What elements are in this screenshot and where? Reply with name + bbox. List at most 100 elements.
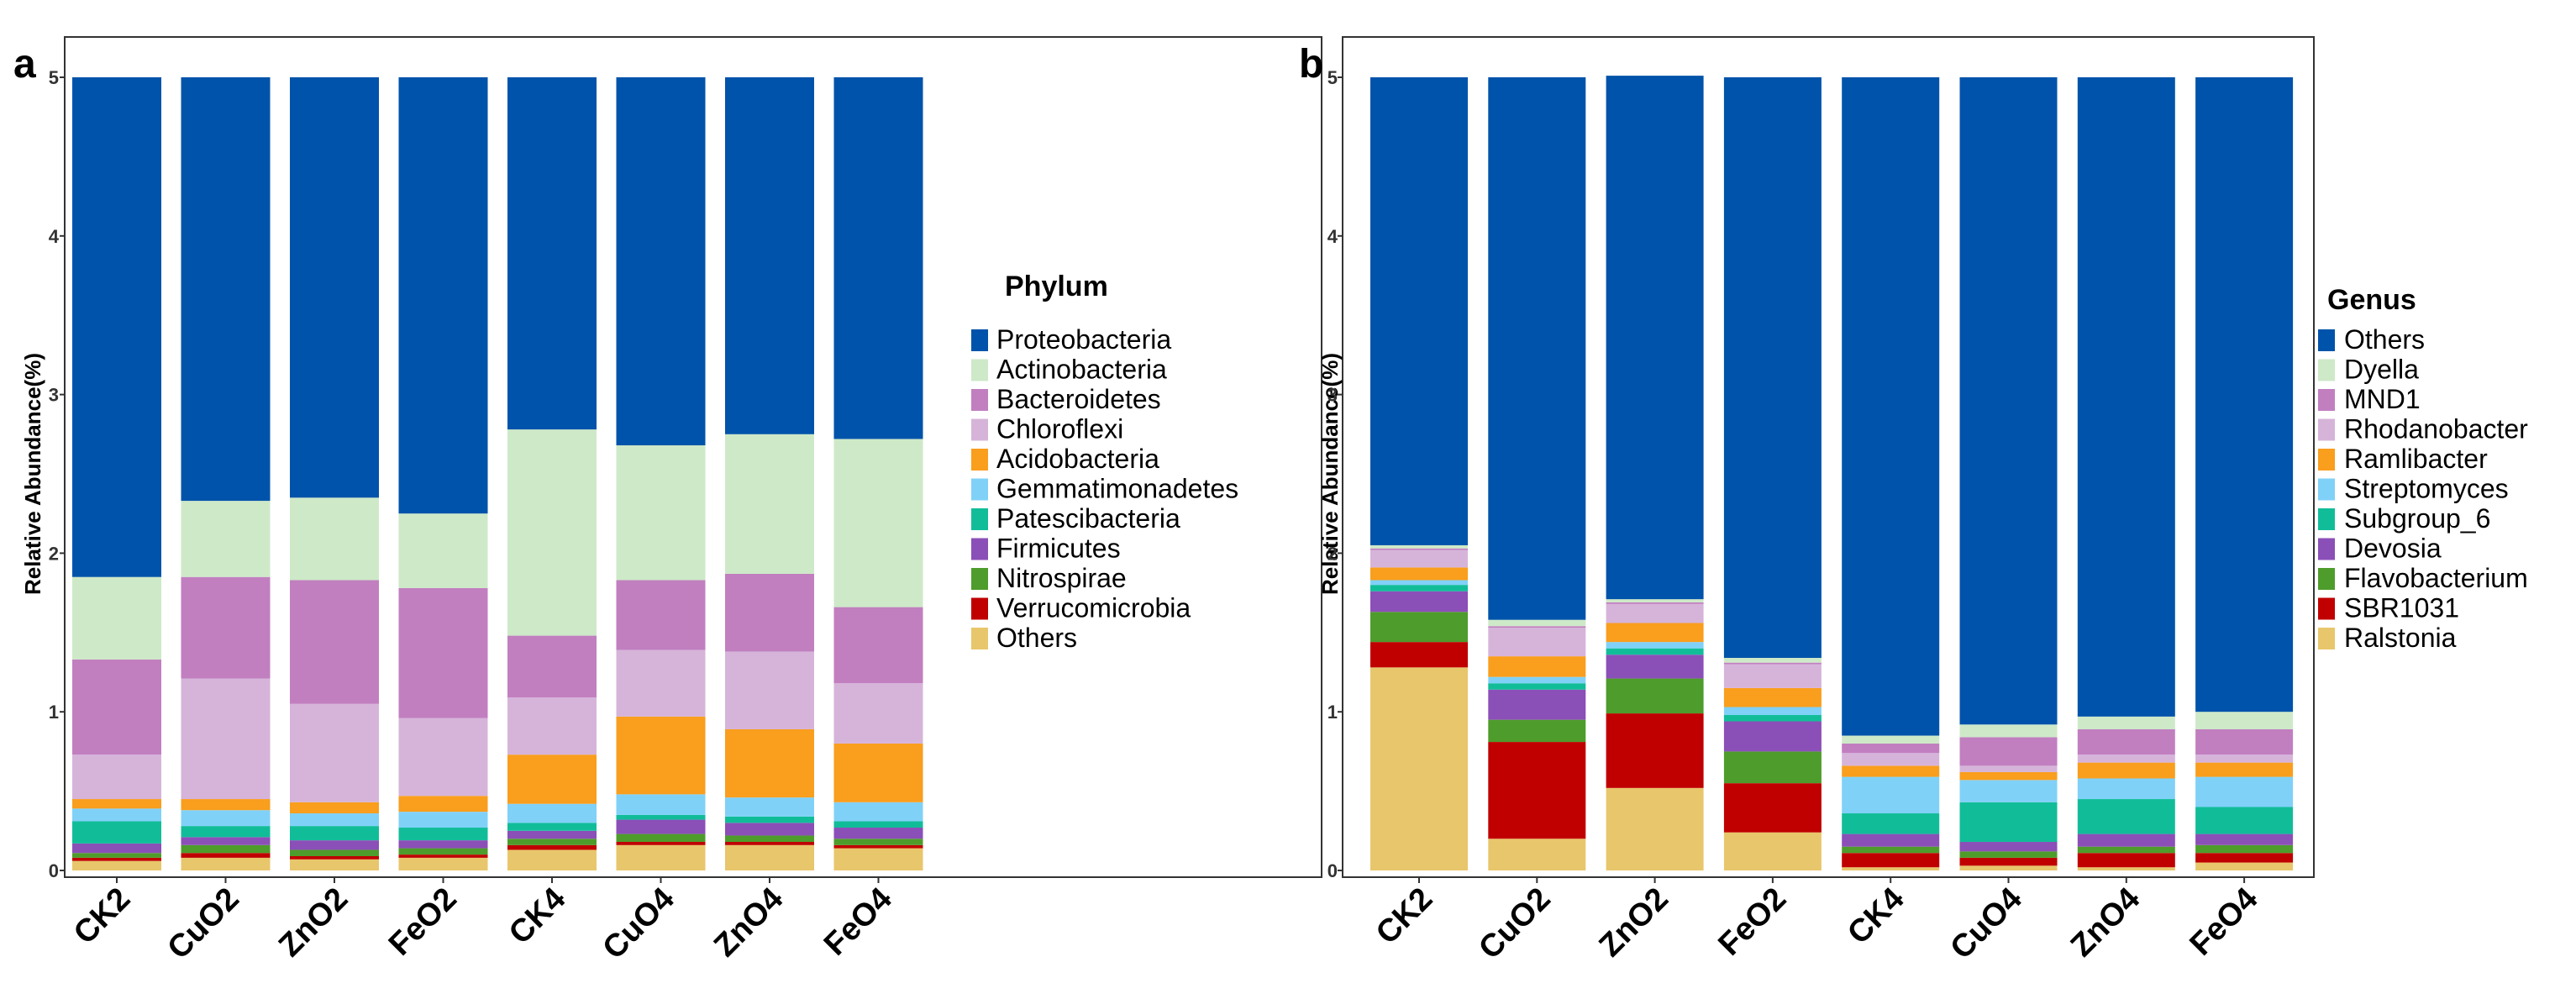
x-tick-label: CK2 <box>1369 881 1439 951</box>
legend-entry: Ramlibacter <box>2344 444 2488 474</box>
legend-entry: Nitrospirae <box>996 563 1127 593</box>
bar-segment-others <box>1842 77 1940 736</box>
bar-segment-subgroup-6 <box>1723 714 1822 722</box>
y-tick-label: 1 <box>1327 702 1338 723</box>
bar-segment-mnd1 <box>1370 548 1468 550</box>
bar-segment-verrucomicrobia <box>725 842 814 845</box>
bar-segment-ramlibacter <box>1842 765 1940 777</box>
bar-segment-patescibacteria <box>725 816 814 823</box>
y-tick-label: 4 <box>1327 226 1338 247</box>
bar-segment-subgroup-6 <box>1842 813 1940 834</box>
bar-segment-verrucomicrobia <box>398 854 488 858</box>
bar-segment-gemmatimonadetes <box>181 810 271 827</box>
bar-segment-rhodanobacter <box>1959 765 2058 772</box>
y-tick-label: 5 <box>49 67 59 88</box>
bar-segment-others <box>1370 77 1468 545</box>
bar-segment-actinobacteria <box>181 501 271 577</box>
bar-segment-streptomyces <box>1370 580 1468 586</box>
bar-segment-devosia <box>1842 833 1940 847</box>
legend-swatch <box>2318 568 2335 590</box>
bar-segment-nitrospirae <box>290 849 379 857</box>
legend-entry: MND1 <box>2344 384 2421 414</box>
bar-segment-bacteroidetes <box>725 573 814 652</box>
bar-segment-sbr1031 <box>1959 857 2058 866</box>
bar-segment-chloroflexi <box>290 703 379 802</box>
legend-entry: Ralstonia <box>2344 623 2457 653</box>
bar-segment-acidobacteria <box>833 743 923 802</box>
bar-segment-firmicutes <box>507 830 597 839</box>
bar-segment-actinobacteria <box>616 445 706 581</box>
bar-segment-verrucomicrobia <box>616 842 706 845</box>
panel-label: b <box>1299 42 1323 87</box>
bar-segment-acidobacteria <box>398 796 488 812</box>
bar-segment-mnd1 <box>1842 743 1940 754</box>
chart-panel-b: b Relative Abundance(%) 0 1 2 3 4 5 CK2 CuO2 ZnO2 F… <box>1299 36 2528 966</box>
bar-segment-dyella <box>2195 712 2294 729</box>
bar-segment-sbr1031 <box>1488 742 1586 839</box>
bar-segment-ramlibacter <box>1723 687 1822 707</box>
bar-segment-bacteroidetes <box>833 607 923 684</box>
bar-segment-bacteroidetes <box>181 576 271 679</box>
bar-segment-devosia <box>2195 833 2294 845</box>
bar-segment-ralstonia <box>1842 867 1940 870</box>
legend-swatch <box>971 628 988 649</box>
bar-segment-chloroflexi <box>833 683 923 744</box>
bar-segment-subgroup-6 <box>1488 683 1586 690</box>
bar-segment-dyella <box>1370 544 1468 549</box>
legend: Phylum ProteobacteriaActinobacteriaBacter… <box>971 271 1238 653</box>
bar-segment-ramlibacter <box>1606 623 1704 643</box>
bar-segment-ralstonia <box>2077 867 2175 870</box>
bar-segment-firmicutes <box>72 843 161 854</box>
bar-segment-proteobacteria <box>398 77 488 514</box>
legend-entry: Dyella <box>2344 355 2419 385</box>
legend-swatch <box>2318 538 2335 560</box>
bar-segment-proteobacteria <box>507 77 597 430</box>
bar-segment-firmicutes <box>725 823 814 836</box>
bar-segment-proteobacteria <box>181 77 271 502</box>
x-tick-label: ZnO2 <box>1593 881 1675 964</box>
legend-swatch <box>2318 359 2335 381</box>
bar-segment-chloroflexi <box>616 649 706 717</box>
bar-segment-others <box>290 859 379 870</box>
bar-segment-others <box>181 857 271 870</box>
bar-segment-gemmatimonadetes <box>616 794 706 815</box>
bar-segment-proteobacteria <box>72 77 161 577</box>
y-tick-label: 0 <box>49 860 59 881</box>
legend-entry: Actinobacteria <box>996 355 1167 385</box>
bar-segment-nitrospirae <box>72 853 161 858</box>
bar-segment-firmicutes <box>616 819 706 834</box>
bar-segment-dyella <box>1606 599 1704 602</box>
bar-segment-dyella <box>2077 716 2175 729</box>
bar-segment-rhodanobacter <box>1370 549 1468 568</box>
bar-segment-mnd1 <box>1959 737 2058 766</box>
legend-entry: Devosia <box>2344 534 2442 564</box>
bar-segment-nitrospirae <box>616 833 706 843</box>
legend: Genus OthersDyellaMND1RhodanobacterRamlib… <box>2318 284 2528 653</box>
bar-segment-mnd1 <box>1488 626 1586 628</box>
bar-segment-subgroup-6 <box>2195 807 2294 834</box>
legend-entry: Chloroflexi <box>996 414 1123 444</box>
bar-segment-others <box>616 844 706 870</box>
legend-entry: Gemmatimonadetes <box>996 474 1238 504</box>
bar-segment-subgroup-6 <box>1606 648 1704 655</box>
bar-segment-dyella <box>1723 658 1822 663</box>
bar-segment-flavobacterium <box>1488 719 1586 743</box>
bar-segment-flavobacterium <box>1723 751 1822 784</box>
bar-segment-sbr1031 <box>1370 642 1468 668</box>
x-tick-label: FeO2 <box>382 881 464 963</box>
bar-segment-flavobacterium <box>2077 846 2175 854</box>
legend-title: Phylum <box>1005 271 1108 302</box>
bar-segment-patescibacteria <box>507 823 597 831</box>
x-tick-label: ZnO4 <box>2064 881 2147 964</box>
y-tick-label: 1 <box>49 702 59 723</box>
bar-segment-rhodanobacter <box>2077 755 2175 763</box>
x-tick-label: CuO2 <box>160 881 245 966</box>
bar-segment-firmicutes <box>398 840 488 849</box>
bar-segment-rhodanobacter <box>1842 753 1940 766</box>
legend-swatch <box>971 508 988 530</box>
bar-segment-flavobacterium <box>1842 846 1940 854</box>
bar-segment-flavobacterium <box>1606 678 1704 714</box>
bar-segment-rhodanobacter <box>1723 664 1822 688</box>
bar-segment-proteobacteria <box>833 77 923 439</box>
bar-segment-nitrospirae <box>507 839 597 845</box>
